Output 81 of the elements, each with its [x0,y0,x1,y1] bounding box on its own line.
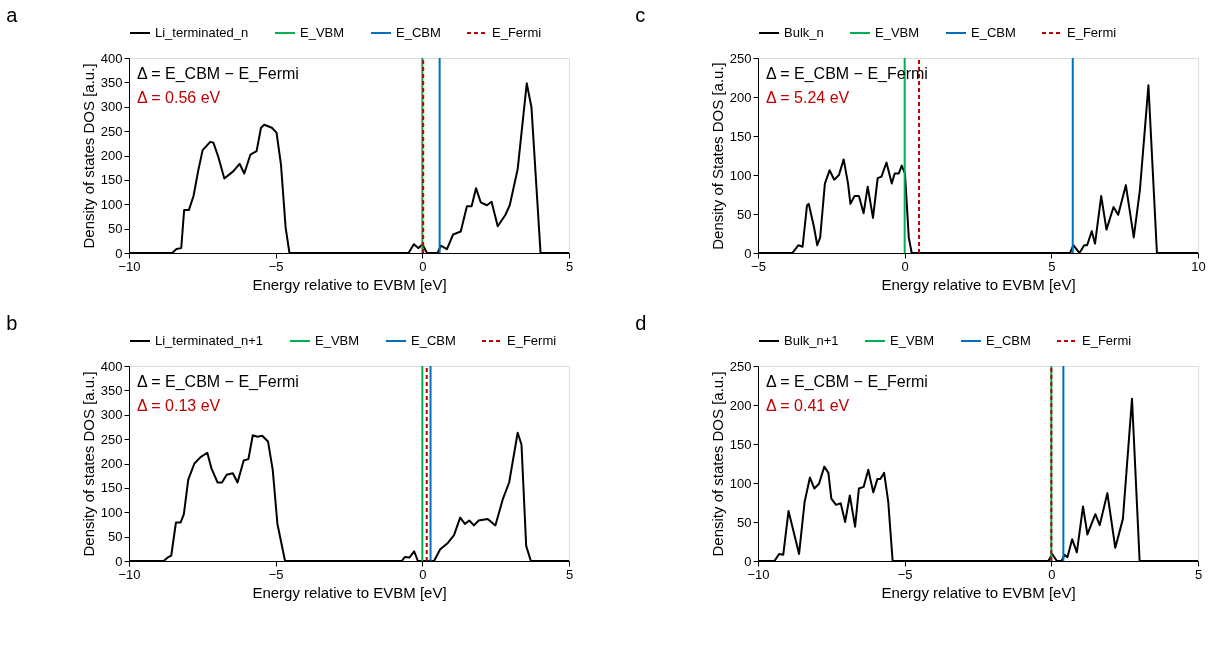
x-tick-label: 0 [419,258,427,274]
legend-label: E_CBM [986,333,1031,348]
x-tick-label: 0 [1048,566,1056,582]
y-tick-label: 0 [744,245,752,261]
y-tick-label: 250 [729,50,752,66]
x-tick-label: −5 [268,566,284,582]
x-axis-title: Energy relative to EVBM [eV] [881,583,1076,601]
y-tick-label: 350 [100,382,123,398]
chart-title: c [635,4,646,26]
chart-title: d [635,312,647,334]
ref-line-label: E_VBM [875,25,920,40]
y-tick-label: 200 [100,456,123,471]
y-tick-label: 300 [100,407,123,423]
x-axis-title: Energy relative to EVBM [eV] [252,275,447,293]
y-tick-label: 400 [100,358,123,374]
legend-label: E_Fermi [492,25,542,40]
y-tick-label: 250 [100,431,123,447]
x-tick-label: −5 [751,258,766,274]
y-tick-label: 0 [115,245,123,261]
y-tick-label: 150 [100,172,123,188]
annotation: Δ = 5.24 eV [766,89,850,106]
x-tick-label: −5 [897,566,913,582]
annotation: Δ = 0.13 eV [137,397,221,414]
y-tick-label: 50 [737,206,752,222]
annotation: Δ = 0.56 eV [137,89,221,106]
y-tick-label: 250 [729,358,752,374]
y-tick-label: 100 [729,475,752,491]
x-tick-label: −5 [268,258,284,274]
annotation: Δ = E_CBM − E_Fermi [137,65,299,83]
legend-label: Li_terminated_n+1 [155,333,264,348]
y-tick-label: 300 [100,99,123,115]
x-tick-label: 0 [901,258,909,274]
legend-label: E_Fermi [1067,25,1117,40]
x-tick-label: 10 [1191,258,1206,274]
annotation: Δ = E_CBM − E_Fermi [137,373,299,391]
y-tick-label: 0 [115,553,123,569]
chart-title: a [6,4,19,26]
y-tick-label: 100 [100,504,123,520]
x-tick-label: 0 [419,566,427,582]
y-tick-label: 250 [100,123,123,139]
y-tick-label: 100 [100,196,123,212]
annotation: Δ = E_CBM − E_Fermi [766,373,928,391]
legend-label: E_CBM [971,25,1016,40]
y-tick-label: 50 [737,514,752,530]
y-tick-label: 350 [100,74,123,90]
x-tick-label: 5 [1194,566,1203,582]
y-tick-label: 150 [729,128,752,144]
x-tick-label: −10 [118,258,141,274]
x-tick-label: −10 [118,566,141,582]
y-tick-label: 200 [729,397,752,413]
x-tick-label: 5 [565,566,574,582]
x-axis-title: Energy relative to EVBM [eV] [252,583,447,601]
y-tick-label: 150 [100,480,123,496]
legend-label: E_VBM [315,333,360,348]
legend-label: E_VBM [890,333,935,348]
x-tick-label: 5 [1048,258,1056,274]
x-axis-title: Energy relative to EVBM [eV] [881,275,1076,293]
y-tick-label: 200 [100,148,123,163]
x-tick-label: 5 [565,258,574,274]
legend-label: Bulk_n+1 [784,333,839,348]
x-tick-label: −10 [747,566,770,582]
legend-label: E_Fermi [1082,333,1132,348]
y-tick-label: 50 [108,529,123,545]
y-tick-label: 50 [108,221,123,237]
legend-label: E_CBM [396,25,441,40]
y-axis-title: Density of states DOS [a.u.] [79,371,97,557]
legend-label: E_VBM [300,25,345,40]
legend-label: E_Fermi [507,333,557,348]
y-tick-label: 100 [729,167,752,183]
chart-title: b [6,312,18,334]
legend-label: Li_terminated_n [155,25,249,40]
y-tick-label: 200 [729,89,752,105]
y-axis-title: Density of states DOS [a.u.] [708,371,726,557]
annotation: Δ = 0.41 eV [766,397,850,414]
y-axis-title: Density of states DOS [a.u.] [79,63,97,249]
ref-line-label: E_CBM [411,333,456,348]
y-tick-label: 150 [729,436,752,452]
y-axis-title: Density of States DOS [a.u.] [708,62,726,250]
y-tick-label: 400 [100,50,123,66]
y-tick-label: 0 [744,553,752,569]
legend-label: Bulk_n [784,25,824,40]
